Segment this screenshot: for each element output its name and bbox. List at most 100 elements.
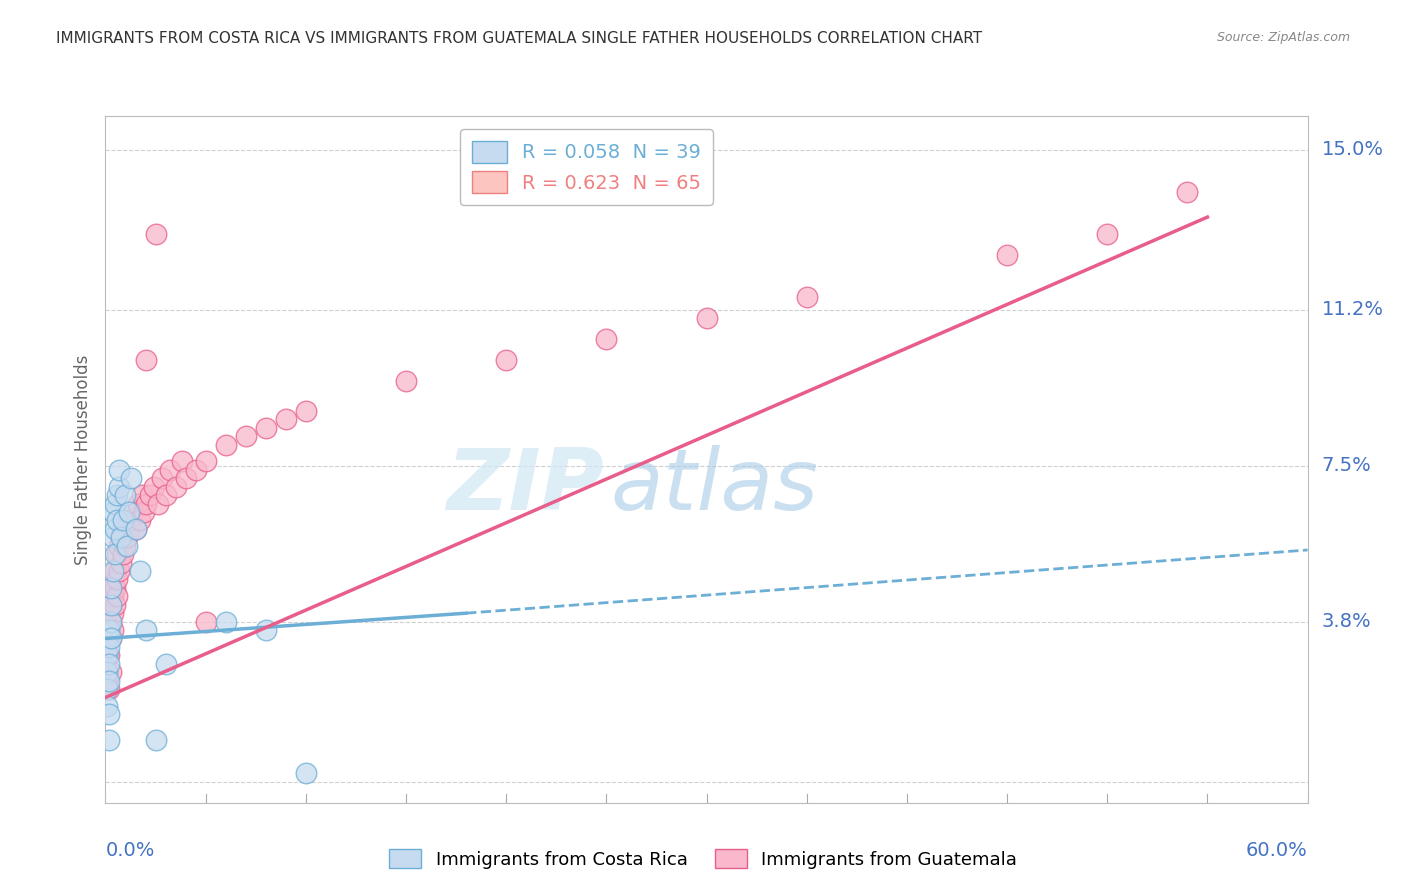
- Point: [100, 615, 122, 629]
- Point: [150, 471, 173, 485]
- Point: [138, 488, 160, 502]
- Point: [112, 513, 135, 527]
- Point: [100, 598, 122, 612]
- Point: [122, 505, 145, 519]
- Point: [127, 497, 149, 511]
- Point: [103, 505, 125, 519]
- Point: [114, 488, 136, 502]
- Point: [103, 573, 125, 587]
- Point: [107, 573, 129, 587]
- Point: [159, 463, 181, 477]
- Text: 7.5%: 7.5%: [1322, 456, 1371, 475]
- Point: [103, 623, 125, 637]
- Point: [135, 353, 157, 368]
- Text: Source: ZipAtlas.com: Source: ZipAtlas.com: [1216, 31, 1350, 45]
- Point: [174, 471, 197, 485]
- Point: [184, 463, 207, 477]
- Point: [128, 564, 150, 578]
- Point: [96, 632, 118, 646]
- Point: [155, 657, 177, 671]
- Point: [104, 547, 127, 561]
- Point: [108, 480, 131, 494]
- Point: [135, 623, 157, 637]
- Point: [98, 623, 121, 637]
- Point: [108, 564, 131, 578]
- Point: [108, 539, 131, 553]
- Point: [194, 454, 217, 468]
- Point: [395, 375, 418, 389]
- Point: [696, 311, 718, 326]
- Point: [103, 564, 125, 578]
- Text: ZIP: ZIP: [447, 445, 605, 528]
- Point: [121, 513, 143, 527]
- Point: [1097, 227, 1119, 241]
- Point: [796, 290, 818, 304]
- Point: [128, 513, 150, 527]
- Point: [124, 522, 146, 536]
- Point: [96, 648, 118, 663]
- Point: [121, 471, 143, 485]
- Point: [118, 505, 141, 519]
- Point: [117, 539, 139, 553]
- Point: [100, 632, 122, 646]
- Point: [118, 522, 141, 536]
- Point: [104, 598, 127, 612]
- Point: [100, 632, 122, 646]
- Point: [112, 522, 135, 536]
- Point: [100, 615, 122, 629]
- Point: [124, 522, 146, 536]
- Point: [98, 640, 121, 654]
- Point: [96, 698, 118, 713]
- Point: [595, 332, 617, 346]
- Text: 11.2%: 11.2%: [1322, 301, 1384, 319]
- Point: [104, 581, 127, 595]
- Point: [98, 732, 121, 747]
- Point: [100, 598, 122, 612]
- Point: [295, 404, 318, 418]
- Point: [104, 564, 127, 578]
- Point: [214, 437, 236, 451]
- Point: [165, 480, 187, 494]
- Text: IMMIGRANTS FROM COSTA RICA VS IMMIGRANTS FROM GUATEMALA SINGLE FATHER HOUSEHOLDS: IMMIGRANTS FROM COSTA RICA VS IMMIGRANTS…: [56, 31, 983, 46]
- Point: [107, 547, 129, 561]
- Point: [103, 530, 125, 544]
- Text: atlas: atlas: [610, 445, 818, 528]
- Point: [103, 590, 125, 604]
- Point: [96, 681, 118, 696]
- Point: [254, 623, 277, 637]
- Point: [96, 632, 118, 646]
- Point: [112, 547, 135, 561]
- Point: [194, 615, 217, 629]
- Point: [96, 665, 118, 680]
- Point: [98, 606, 121, 620]
- Point: [96, 648, 118, 663]
- Point: [98, 648, 121, 663]
- Legend: Immigrants from Costa Rica, Immigrants from Guatemala: Immigrants from Costa Rica, Immigrants f…: [381, 842, 1025, 876]
- Point: [103, 606, 125, 620]
- Text: 60.0%: 60.0%: [1246, 840, 1308, 860]
- Point: [132, 505, 155, 519]
- Point: [100, 665, 122, 680]
- Point: [117, 530, 139, 544]
- Point: [145, 227, 167, 241]
- Point: [98, 673, 121, 688]
- Point: [170, 454, 193, 468]
- Y-axis label: Single Father Households: Single Father Households: [73, 354, 91, 565]
- Point: [1177, 185, 1199, 199]
- Point: [110, 530, 132, 544]
- Point: [110, 556, 132, 570]
- Point: [98, 707, 121, 722]
- Text: 0.0%: 0.0%: [105, 840, 155, 860]
- Point: [995, 248, 1018, 262]
- Point: [98, 681, 121, 696]
- Point: [114, 539, 136, 553]
- Point: [104, 497, 127, 511]
- Point: [135, 497, 157, 511]
- Point: [107, 513, 129, 527]
- Point: [110, 530, 132, 544]
- Point: [274, 412, 297, 426]
- Text: 3.8%: 3.8%: [1322, 612, 1371, 632]
- Point: [142, 480, 165, 494]
- Point: [254, 421, 277, 435]
- Point: [145, 732, 167, 747]
